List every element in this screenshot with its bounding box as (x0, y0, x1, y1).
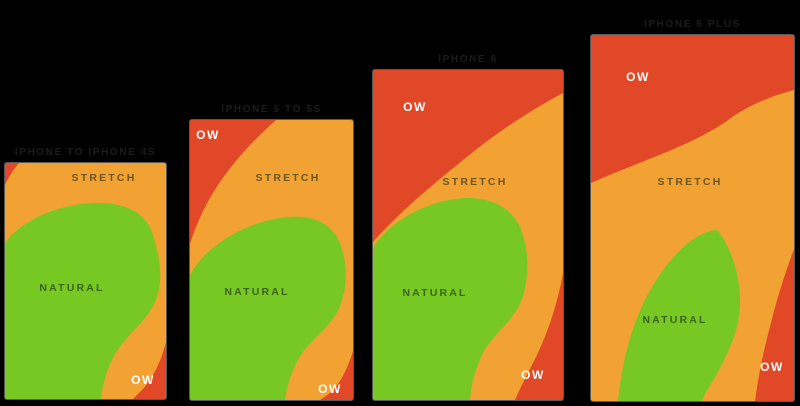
natural-zone-label: NATURAL (39, 282, 105, 294)
ow-zone-top-left-shape (190, 120, 276, 244)
natural-zone-shape (5, 202, 161, 399)
natural-zone-shape (373, 197, 528, 400)
ow-zone-top-shape (373, 70, 563, 242)
thumb-zone-map (591, 35, 794, 401)
natural-zone-shape (190, 216, 346, 400)
phone-panel-iphone-6-plus: IPHONE 6 PLUS OW STRETCH NATURAL OW (591, 13, 794, 401)
natural-zone-label: NATURAL (642, 314, 708, 326)
phone-screen: OW STRETCH NATURAL OW (190, 120, 353, 400)
ow-bottom-label: OW (131, 373, 155, 387)
ow-bottom-label: OW (318, 382, 342, 396)
ow-zone-top-shape (591, 35, 794, 183)
ow-zone-bottom-right-shape (320, 351, 353, 400)
ow-zone-top-left-shape (5, 163, 19, 185)
ow-zone-bottom-right-shape (515, 273, 563, 400)
ow-top-label: OW (403, 100, 427, 114)
stretch-zone-label: STRETCH (255, 172, 321, 184)
panel-title: IPHONE 6 PLUS (644, 19, 741, 30)
phone-panel-iphone-6: IPHONE 6 OW STRETCH NATURAL OW (373, 48, 563, 400)
natural-zone-label: NATURAL (402, 287, 468, 299)
panel-title: IPHONE 5 TO 5S (221, 104, 322, 115)
natural-zone-shape (618, 230, 741, 401)
natural-zone-label: NATURAL (224, 286, 290, 298)
phone-panel-iphone-5: IPHONE 5 TO 5S OW STRETCH NATURAL OW (190, 98, 353, 400)
stretch-zone-label: STRETCH (71, 172, 137, 184)
phone-screen: STRETCH NATURAL OW (5, 163, 166, 399)
phone-panel-iphone-4s: IPHONE TO IPHONE 4S STRETCH NATURAL OW (5, 141, 166, 399)
thumb-zone-map (190, 120, 353, 400)
ow-zone-bottom-right-shape (133, 342, 166, 399)
phone-screen: OW STRETCH NATURAL OW (591, 35, 794, 401)
thumb-zone-map (5, 163, 166, 399)
ow-top-label: OW (196, 128, 220, 142)
stretch-zone-label: STRETCH (442, 176, 508, 188)
panel-title: IPHONE 6 (438, 54, 498, 65)
stretch-zone-label: STRETCH (657, 176, 723, 188)
thumb-zone-map (373, 70, 563, 400)
ow-top-label: OW (626, 70, 650, 84)
ow-bottom-label: OW (760, 360, 784, 374)
panel-title: IPHONE TO IPHONE 4S (14, 147, 157, 158)
ow-bottom-label: OW (521, 368, 545, 382)
phone-screen: OW STRETCH NATURAL OW (373, 70, 563, 400)
ow-zone-bottom-right-shape (755, 249, 794, 401)
